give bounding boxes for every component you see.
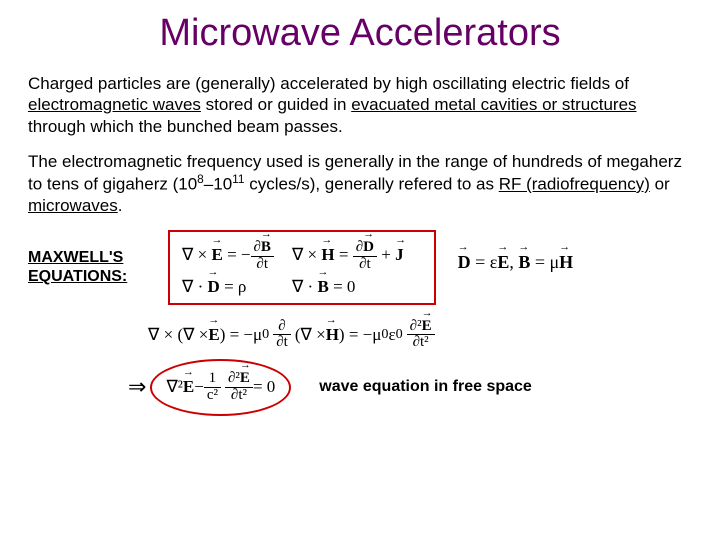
arrow-icon: ⇒ [128,374,146,400]
derivation-row: ∇ × (∇ × E) = −μ0 ∂∂t (∇ × H) = −μ0ε0 ∂²… [148,319,692,352]
eq-div-d: ∇ · D = ρ [182,275,292,299]
wave-equation-label: wave equation in free space [319,378,532,396]
wave-minus: − [194,377,204,397]
vec-b: B [317,277,328,297]
p2-u1: RF (radiofrequency) [499,175,650,194]
eq-curl-e: ∇ × E = −∂B∂t [182,238,292,275]
deriv-d2: ∂² [410,318,422,334]
p1-t2: stored or guided in [201,95,351,114]
wave-nabla2: ∇² [166,377,182,397]
vec-d: D [208,277,220,297]
wave-dt2: ∂t² [225,388,253,404]
deriv-h: H [326,325,339,345]
deriv-dt: ∂t [273,335,291,351]
vec-j: J [395,245,404,265]
vec-h: H [321,245,334,265]
dt1: ∂t [251,257,274,273]
p2-t2: –10 [204,175,232,194]
deriv-l1: ∇ × (∇ × [148,325,208,345]
deriv-m1: (∇ × [295,325,326,345]
deriv-e2: E [422,319,432,335]
sub0a: 0 [262,326,269,343]
deriv-dt2: ∂t² [407,335,435,351]
dB-partial: ∂ [254,239,261,255]
maxwell-table: ∇ × E = −∂B∂t ∇ × H = ∂D∂t + J ∇ · D = ρ… [182,238,422,299]
wave-d2: ∂² [228,370,240,386]
deriv-l2: ) = −μ [220,325,262,345]
wave-equation-row: ⇒ ∇²E − 1c² ∂²E∂t² = 0 wave equation in … [128,359,692,416]
p2-t5: . [118,196,123,215]
deriv-e1: E [208,325,219,345]
maxwell-equations-box: ∇ × E = −∂B∂t ∇ × H = ∂D∂t + J ∇ · D = ρ… [168,230,436,305]
p2-t4: or [650,175,670,194]
div-b-lhs: ∇ · [292,277,318,296]
constitutive-relations: D = εE, B = μH [458,252,574,273]
curl-e-lhs: ∇ × [182,245,211,264]
slide-root: Microwave Accelerators Charged particles… [0,0,720,416]
maxwell-row: MAXWELL'S EQUATIONS: ∇ × E = −∂B∂t ∇ × H… [28,230,692,305]
const-eps: = ε [471,252,498,272]
const-sep: , [509,252,518,272]
eq-div-b: ∇ · B = 0 [292,275,422,299]
vec-d-num: D [363,240,374,256]
p1-t1: Charged particles are (generally) accele… [28,74,629,93]
wave-eq0: = 0 [253,377,275,397]
deriv-ddt: ∂ [273,319,291,336]
eq-curl-h: ∇ × H = ∂D∂t + J [292,238,422,275]
wave-e2: E [240,371,250,387]
wave-equation-circle: ∇²E − 1c² ∂²E∂t² = 0 [150,359,291,416]
sub0b: 0 [381,326,388,343]
p2-t3: cycles/s), generally refered to as [245,175,499,194]
p1-u1: electromagnetic waves [28,95,201,114]
wave-c2: c² [204,388,221,404]
slide-title: Microwave Accelerators [28,12,692,55]
dD-partial: ∂ [356,239,363,255]
vec-b-num: B [261,240,271,256]
vec-e: E [211,245,222,265]
p2-sup2: 11 [232,172,244,186]
p1-u2: evacuated metal cavities or structures [351,95,636,114]
p2-sup1: 8 [197,172,204,186]
plus-j: + [377,245,395,264]
deriv-eps: ε [388,325,395,345]
dt2: ∂t [353,257,377,273]
const-b: B [518,252,530,273]
const-e: E [497,252,509,273]
eq-zero: = 0 [329,277,356,296]
sub0c: 0 [396,326,403,343]
eq-rho: = ρ [220,277,247,296]
const-mu: = μ [530,252,559,272]
deriv-m2: ) = −μ [339,325,381,345]
curl-h-lhs: ∇ × [292,245,321,264]
wave-e1: E [183,377,194,397]
eq-sign: = [335,245,353,264]
p1-t3: through which the bunched beam passes. [28,117,343,136]
p2-u2: microwaves [28,196,118,215]
paragraph-2: The electromagnetic frequency used is ge… [28,151,692,216]
div-d-lhs: ∇ · [182,277,208,296]
const-h: H [559,252,573,273]
paragraph-1: Charged particles are (generally) accele… [28,73,692,137]
eq-neg: = − [223,245,251,264]
const-d: D [458,252,471,273]
maxwell-label: MAXWELL'S EQUATIONS: [28,248,168,286]
wave-one: 1 [204,371,221,388]
